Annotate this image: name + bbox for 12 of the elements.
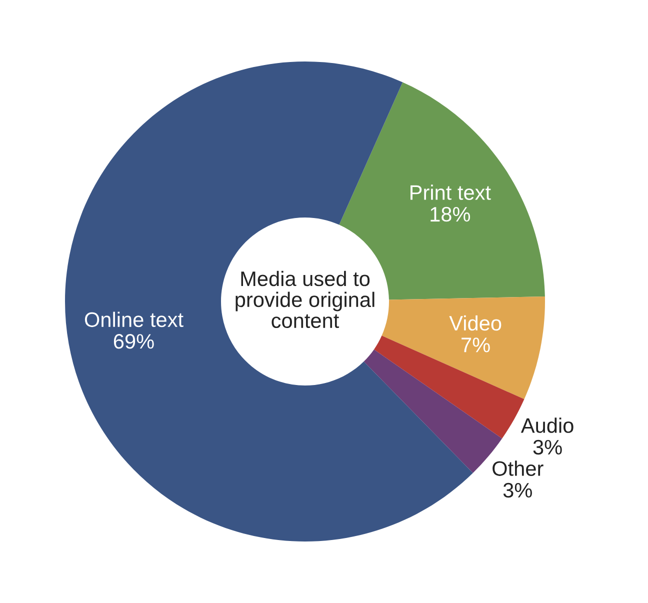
slice-label: Print text: [410, 184, 491, 200]
text: Media used to provide original content: [236, 270, 374, 328]
donut-slice: [382, 296, 545, 400]
slice-label: Audio: [520, 418, 574, 433]
slice-label: Other: [492, 460, 544, 476]
data-label: 18%: [430, 206, 470, 222]
data-label: 3%: [503, 482, 532, 498]
data-label: 7%: [462, 338, 490, 352]
data-label: 3%: [533, 440, 562, 455]
slice-label: Video: [449, 315, 502, 331]
data-label: 69%: [114, 334, 154, 349]
slice-label: Online text: [84, 312, 184, 328]
